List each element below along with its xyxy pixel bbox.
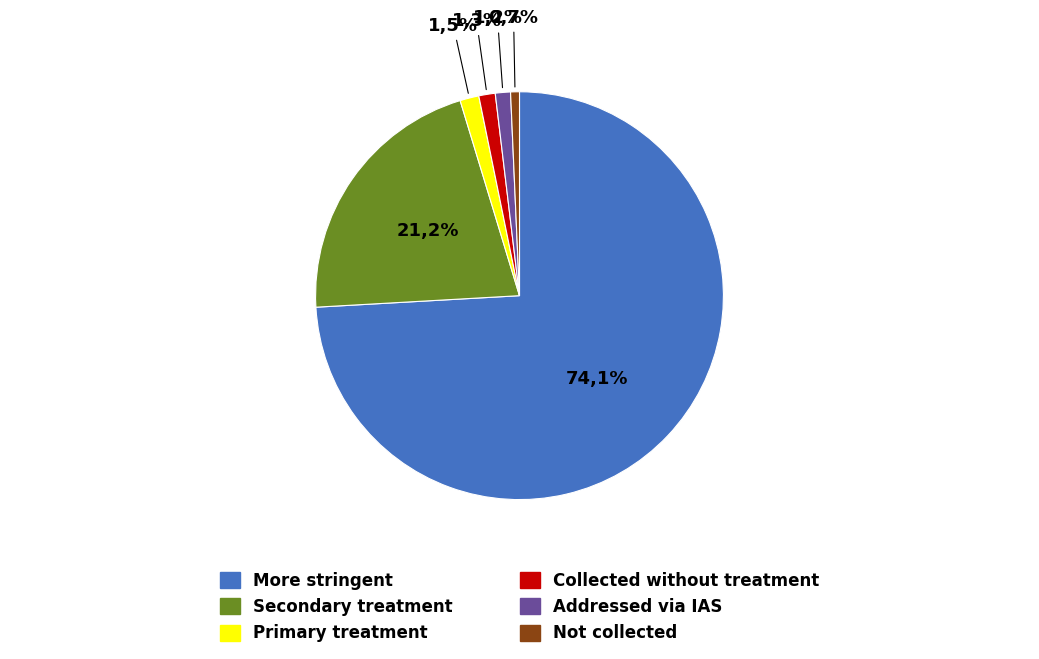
Text: 74,1%: 74,1% (565, 370, 628, 387)
Wedge shape (316, 92, 723, 500)
Text: 0,7%: 0,7% (488, 9, 538, 87)
Wedge shape (316, 101, 520, 307)
Text: 1,2%: 1,2% (473, 9, 523, 88)
Wedge shape (496, 92, 520, 296)
Legend: More stringent, Secondary treatment, Primary treatment, Collected without treatm: More stringent, Secondary treatment, Pri… (212, 563, 827, 650)
Wedge shape (460, 96, 520, 296)
Text: 1,5%: 1,5% (428, 16, 478, 94)
Wedge shape (479, 93, 520, 296)
Text: 1,3%: 1,3% (452, 12, 502, 90)
Wedge shape (510, 92, 520, 296)
Text: 21,2%: 21,2% (396, 223, 459, 241)
